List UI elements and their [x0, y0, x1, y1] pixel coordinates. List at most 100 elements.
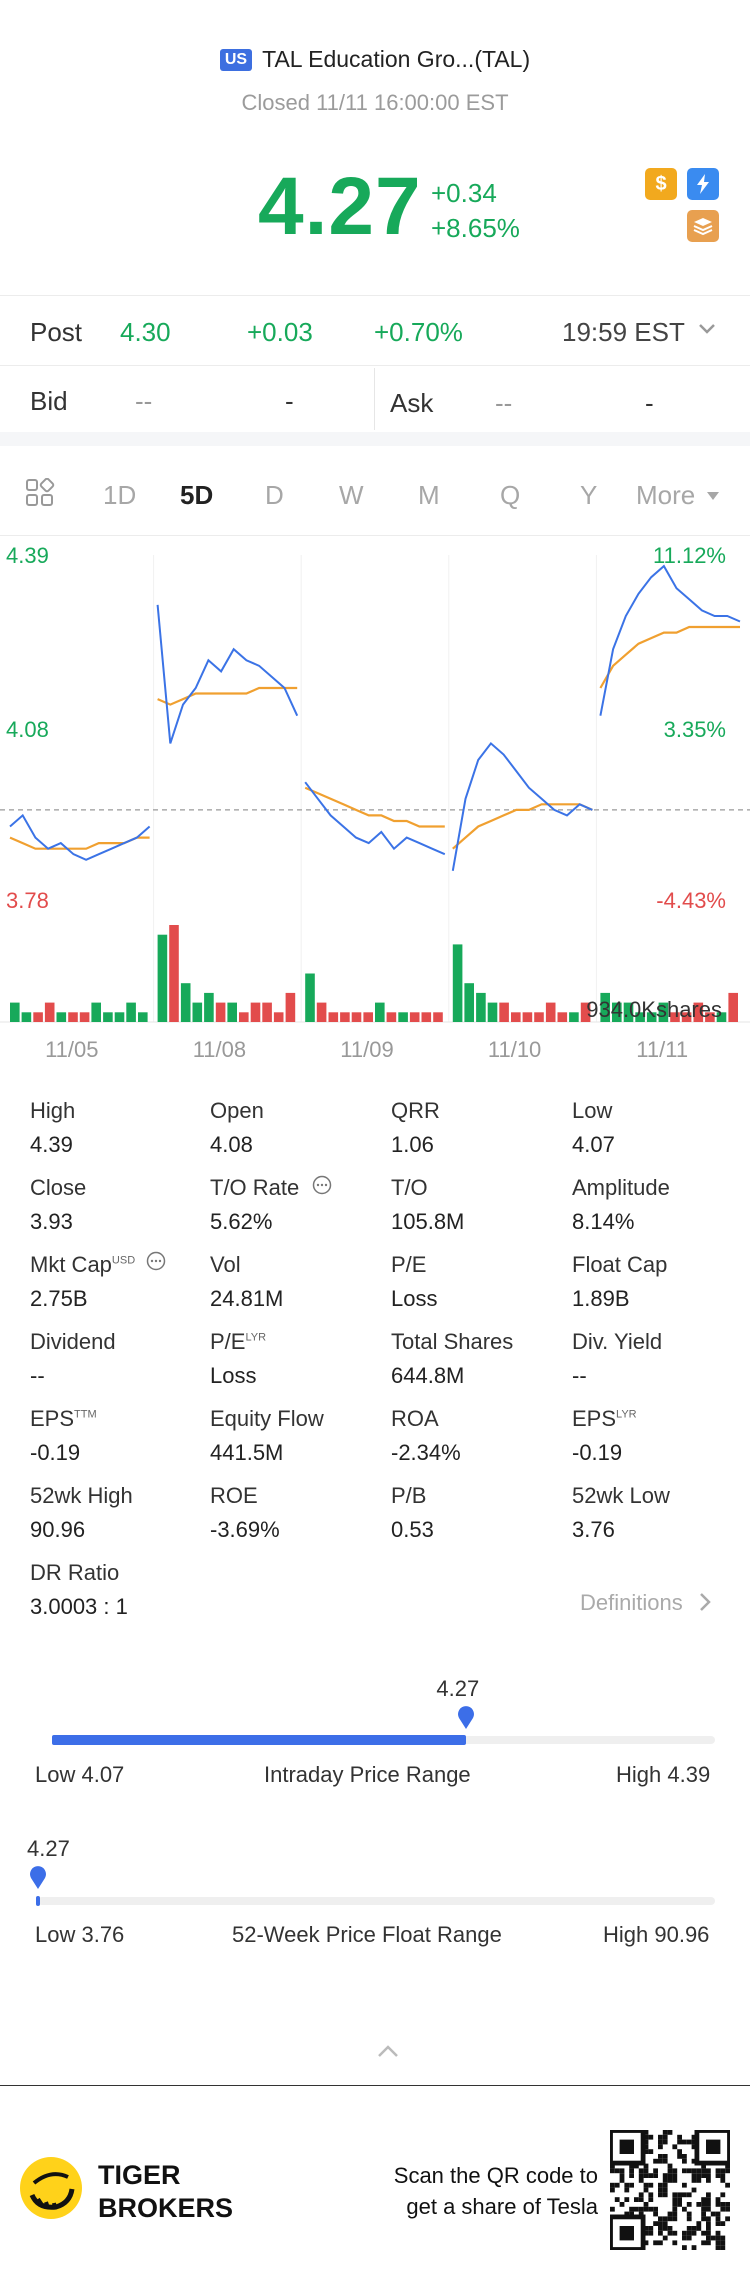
week52-low: Low 3.76 [35, 1922, 125, 1947]
price-line-11-10 [451, 741, 593, 871]
stat-value: -2.34% [391, 1440, 461, 1465]
stat-label-superscript: USD [111, 1254, 136, 1267]
stat-label: EPSLYR [572, 1406, 637, 1431]
volume-bar [398, 1012, 408, 1022]
stat-value: 90.96 [30, 1517, 86, 1542]
volume-bar [363, 1012, 373, 1022]
tab-m[interactable]: M [418, 480, 440, 510]
chevron-down-icon[interactable] [697, 318, 717, 343]
avg-line-11-08 [157, 686, 298, 706]
price-change: +0.34 [431, 178, 497, 208]
tab-more[interactable]: More [636, 480, 696, 510]
tab-5d[interactable]: 5D [180, 480, 214, 510]
chevron-right-icon[interactable] [698, 1591, 712, 1618]
stat-value: 644.8M [391, 1363, 465, 1388]
ask-size: - [645, 388, 654, 418]
stat-value: 24.81M [210, 1286, 284, 1311]
intraday-chart[interactable]: 4.39 4.08 3.78 11.12% 3.35% -4.43% 934.0Kshare… [0, 535, 750, 1070]
stat-label: Float Cap [572, 1252, 668, 1277]
tab-w[interactable]: W [339, 480, 364, 510]
volume-bar [670, 1012, 680, 1022]
last-price: 4.27 [258, 161, 422, 252]
stock-name[interactable]: TAL Education Gro...(TAL) [262, 46, 531, 72]
volume-bar [305, 973, 315, 1022]
y-right-label: 3.35% [664, 717, 726, 742]
volume-bar [44, 1002, 55, 1022]
stat-label: Vol [210, 1252, 241, 1277]
volume-bar [180, 983, 191, 1022]
stat-value: Loss [210, 1363, 257, 1388]
stat-label-superscript: TTM [74, 1408, 97, 1421]
avg-line-11-09 [304, 786, 445, 828]
volume-bar [623, 1002, 634, 1022]
stat-value: -- [572, 1363, 587, 1388]
avg-line-11-10 [452, 803, 593, 850]
stat-value: -0.19 [572, 1440, 623, 1465]
tab-q[interactable]: Q [500, 480, 521, 510]
volume-bar [204, 992, 214, 1022]
week52-high: High 90.96 [603, 1922, 710, 1947]
stat-label: P/E [391, 1252, 427, 1277]
post-time: 19:59 EST [562, 317, 685, 347]
ask-label: Ask [390, 388, 434, 418]
dollar-icon[interactable]: $ [645, 168, 677, 200]
volume-bar [262, 1002, 272, 1022]
stat-label: Dividend [30, 1329, 116, 1354]
caret-down-icon[interactable] [706, 488, 720, 506]
volume-bar [91, 1002, 101, 1022]
tab-d[interactable]: D [265, 480, 284, 510]
volume-bar [511, 1012, 521, 1022]
volume-bar [169, 925, 179, 1022]
stat-label: P/ELYR [210, 1329, 267, 1354]
week52-range-title: 52-Week Price Float Range [232, 1922, 502, 1947]
price-line-11-09 [304, 781, 446, 856]
volume-bar [138, 1012, 148, 1022]
grid-icon[interactable] [25, 477, 55, 513]
volume-bar [693, 1002, 704, 1022]
tab-1d[interactable]: 1D [103, 480, 137, 510]
stat-label: EPSTTM [30, 1406, 97, 1431]
volume-bar [328, 1012, 339, 1022]
volume-bar [285, 992, 296, 1022]
volume-bar [273, 1012, 284, 1022]
volume-bar [499, 1002, 509, 1022]
info-icon[interactable] [312, 1175, 332, 1200]
volume-bar [375, 1002, 385, 1022]
layers-icon[interactable] [687, 210, 719, 242]
volume-bar [681, 1012, 692, 1022]
volume-bar [192, 1002, 203, 1022]
definitions-link[interactable]: Definitions [580, 1590, 683, 1615]
stat-label: T/O [391, 1175, 428, 1200]
volume-bar [646, 1012, 657, 1022]
chevron-up-icon[interactable] [376, 2043, 400, 2064]
volume-bar [476, 992, 486, 1022]
stat-label: ROA [391, 1406, 439, 1431]
info-icon[interactable] [146, 1251, 166, 1276]
stat-value: -- [30, 1363, 45, 1388]
lightning-icon[interactable] [687, 168, 719, 200]
volume-bar [79, 1012, 90, 1022]
stat-label: Div. Yield [572, 1329, 663, 1354]
volume-bar [557, 1012, 568, 1022]
stat-label: ROE [210, 1483, 258, 1508]
week52-current-price: 4.27 [27, 1836, 70, 1861]
stat-value: Loss [391, 1286, 438, 1311]
tab-y[interactable]: Y [580, 480, 598, 510]
volume-bar [215, 1002, 226, 1022]
volume-label: 934.0Kshares [586, 997, 722, 1022]
stat-label: P/B [391, 1483, 427, 1508]
title-row: US TAL Education Gro...(TAL) [0, 46, 750, 73]
intraday-current-price: 4.27 [436, 1676, 480, 1701]
y-right-label: 11.12% [653, 543, 726, 568]
volume-bar [351, 1012, 362, 1022]
volume-bar [534, 1012, 544, 1022]
volume-bar [114, 1012, 125, 1022]
volume-bar [658, 1002, 669, 1022]
bid-size: - [285, 386, 294, 416]
y-left-label: 4.08 [6, 717, 49, 742]
volume-bar [612, 1002, 622, 1022]
volume-bar [68, 1012, 78, 1022]
price-line-11-05 [9, 813, 151, 861]
y-right-label: -4.43% [656, 888, 726, 913]
x-axis-label: 11/11 [636, 1037, 688, 1062]
